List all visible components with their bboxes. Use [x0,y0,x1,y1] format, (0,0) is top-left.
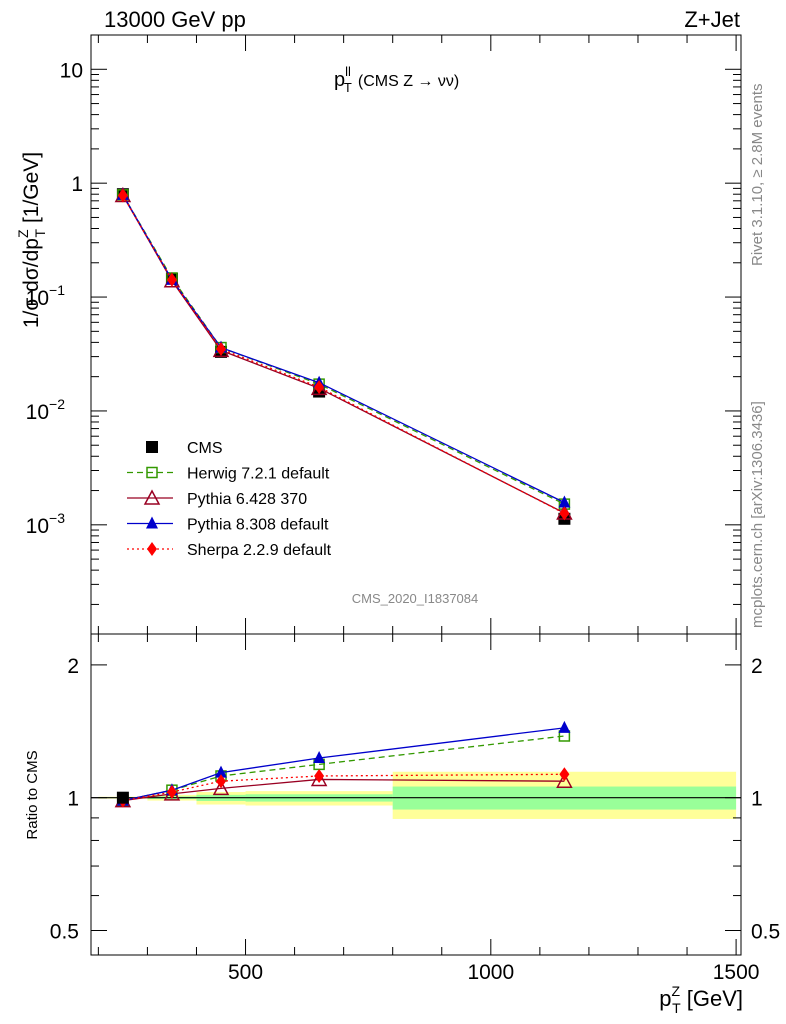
ratio-y-tick-label-right: 0.5 [751,921,780,944]
x-tick-label: 1500 [713,961,760,984]
legend-item-pythia8: Pythia 8.308 default [127,516,329,534]
svg-text:pZT [GeV]: pZ T [GeV] [659,983,743,1016]
main-panel: 10 1 10−1 10−2 10−3 [26,34,742,635]
ratio-frame [90,633,742,956]
main-y-axis-label: 1/σ dσ/dpZT [1/GeV] [15,152,48,328]
legend-label-cms: CMS [187,440,223,457]
ratio-y-tick-label-left: 1 [67,788,79,811]
ratio-y-tick-label-left: 0.5 [50,921,79,944]
legend-label-pythia6: Pythia 6.428 370 [187,491,307,508]
series-herwig [117,189,571,510]
plot-title-rest: (CMS Z → νν) [358,73,459,90]
ratio-point-cms [116,791,129,804]
plot-title-sup: ll [345,64,351,79]
ratio-y-tick-label-left: 2 [67,655,79,678]
y-tick-label: 1 [71,173,83,196]
plot-title-sub: T [344,80,352,95]
point-sherpa [117,188,128,203]
legend-label-sherpa: Sherpa 2.2.9 default [187,542,332,559]
legend-item-cms: CMS [146,440,223,457]
ratio-point-pythia8 [558,720,571,733]
ratio-point-sherpa [166,785,177,800]
y-tick-label: 10 [60,59,83,82]
y-tick-label: 10−2 [26,396,66,424]
y-tick-label: 10−3 [26,510,66,538]
point-sherpa [314,380,325,395]
point-pythia8 [558,495,571,508]
ratio-point-pythia6 [556,772,573,788]
legend-label-herwig: Herwig 7.2.1 default [187,466,330,483]
svg-text:1/σ dσ/dpZT [1/GeV]: 1/σ dσ/dpZT [1/GeV] [15,152,48,328]
series-pythia8 [116,187,571,508]
series-pythia6 [114,186,573,520]
legend-marker-herwig [146,466,158,479]
mcplots-label: mcplots.cern.ch [arXiv:1306.3436] [749,401,766,628]
legend-item-pythia6: Pythia 6.428 370 [127,489,307,508]
ratio-panel: 2 2 1 1 0.5 0.5 500 1000 1500 [50,633,780,984]
ratio-y-tick-label-right: 2 [751,655,763,678]
ratio-y-tick-label-right: 1 [751,788,763,811]
ratio-line-pythia6 [122,778,565,802]
legend-marker-pythia8 [146,516,158,529]
x-axis-label: pZ T [GeV] [659,983,743,1016]
ratio-point-sherpa [314,768,325,783]
point-sherpa [166,272,177,287]
x-tick-label: 1000 [467,961,514,984]
legend-item-sherpa: Sherpa 2.2.9 default [127,542,332,559]
legend-marker-pythia6 [143,489,161,505]
ratio-point-pythia8 [313,751,326,764]
point-sherpa [216,341,226,356]
legend-marker-cms [146,441,158,453]
series-sherpa [117,188,570,521]
header-process-label: Z+Jet [684,7,740,32]
y-tick-label: 10−1 [26,282,66,310]
legend-item-herwig: Herwig 7.2.1 default [127,466,330,483]
legend: CMS Herwig 7.2.1 default Pythia 6.428 370 P… [127,440,332,559]
x-tick-label: 500 [228,961,263,984]
plot-title-var: p [334,69,345,91]
ratio-point-pythia6 [212,779,230,796]
analysis-id-label: CMS_2020_I1837084 [352,591,479,606]
header-energy-label: 13000 GeV pp [104,7,246,32]
plot-title: pll T (CMS Z → νν) [334,64,459,95]
point-sherpa [559,506,570,521]
ratio-point-sherpa [559,767,570,782]
legend-label-pythia8: Pythia 8.308 default [187,517,329,534]
legend-marker-sherpa [147,542,157,556]
ratio-y-axis-label: Ratio to CMS [24,750,41,839]
ratio-point-sherpa [216,774,226,789]
rivet-version-label: Rivet 3.1.10, ≥ 2.8M events [749,84,766,267]
ratio-point-pythia8 [215,765,227,778]
ratio-point-pythia6 [310,770,328,787]
series-line-herwig [122,194,565,505]
